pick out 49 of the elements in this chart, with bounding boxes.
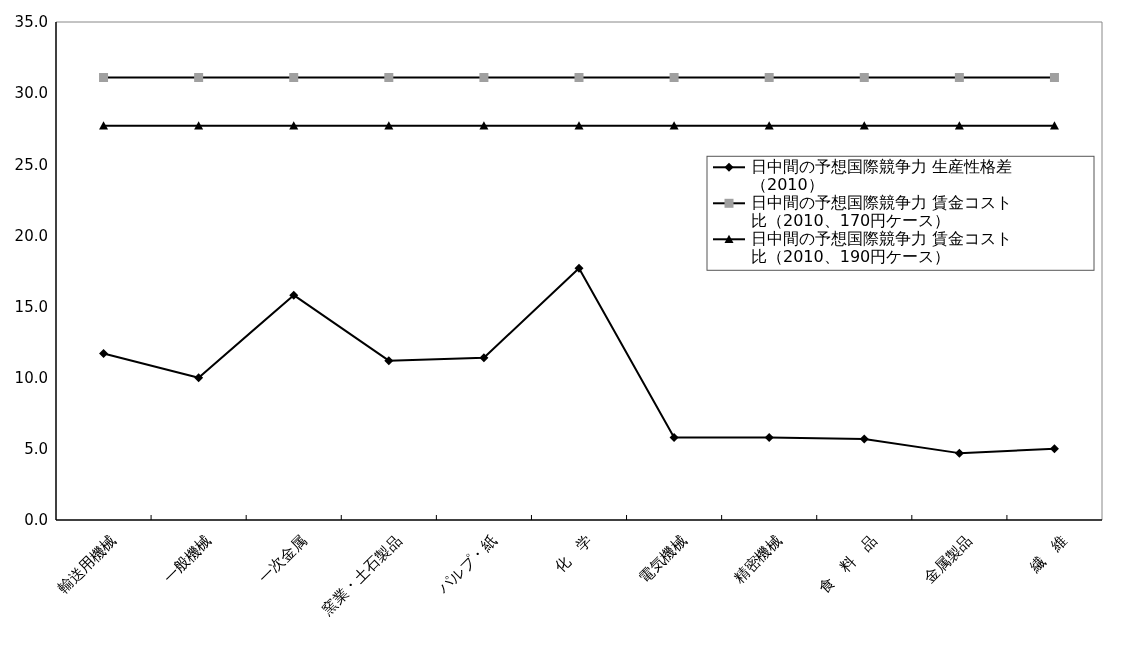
point (99, 349, 109, 359)
legend-label: 日中間の予想国際競争力 賃金コスト比（2010、170円ケース） (751, 193, 1013, 231)
point (764, 432, 774, 442)
y-tick-label: 0.0 (24, 511, 48, 530)
y-tick-label: 20.0 (14, 226, 48, 245)
point (954, 121, 964, 130)
point (574, 72, 584, 82)
legend-label: 日中間の予想国際競争力 生産性格差（2010） (751, 157, 1013, 195)
point (479, 353, 489, 363)
point (384, 356, 394, 366)
point (384, 121, 394, 130)
x-tick-label: 一次金属 (254, 531, 310, 587)
x-tick-label: 食 料 品 (814, 531, 881, 598)
point (1049, 72, 1059, 82)
y-tick-label: 5.0 (24, 440, 48, 459)
x-tick-label: パルプ・紙 (433, 531, 501, 598)
point (194, 373, 204, 383)
x-tick-label: 精密機械 (730, 531, 786, 587)
point (99, 121, 109, 130)
point (954, 72, 964, 82)
y-tick-label: 30.0 (14, 84, 48, 103)
x-tick-label: 一般機械 (159, 531, 215, 587)
point (574, 263, 584, 273)
x-tick-label: 繊 維 (1025, 531, 1071, 577)
point (669, 72, 679, 82)
y-tick-label: 35.0 (14, 13, 48, 32)
point (479, 72, 489, 82)
y-tick-label: 15.0 (14, 297, 48, 316)
x-tick-label: 電気機械 (635, 531, 691, 587)
y-tick-label: 25.0 (14, 155, 48, 174)
y-tick-label: 10.0 (14, 368, 48, 387)
legend-label: 日中間の予想国際競争力 賃金コスト比（2010、190円ケース） (751, 229, 1013, 267)
x-tick-label: 化 学 (550, 531, 596, 577)
point (764, 72, 774, 82)
x-tick-label: 輸送用機械 (54, 531, 120, 598)
point (99, 72, 109, 82)
point (384, 72, 394, 82)
point (1049, 444, 1059, 454)
point (669, 432, 679, 442)
point (289, 290, 299, 300)
point (194, 72, 204, 82)
point (954, 448, 964, 458)
x-tick-label: 窯業・土石製品 (318, 531, 406, 619)
x-tick-label: 金属製品 (920, 531, 976, 587)
point (1049, 121, 1059, 130)
point (859, 72, 869, 82)
point (289, 72, 299, 82)
point (479, 121, 489, 130)
point (859, 434, 869, 444)
